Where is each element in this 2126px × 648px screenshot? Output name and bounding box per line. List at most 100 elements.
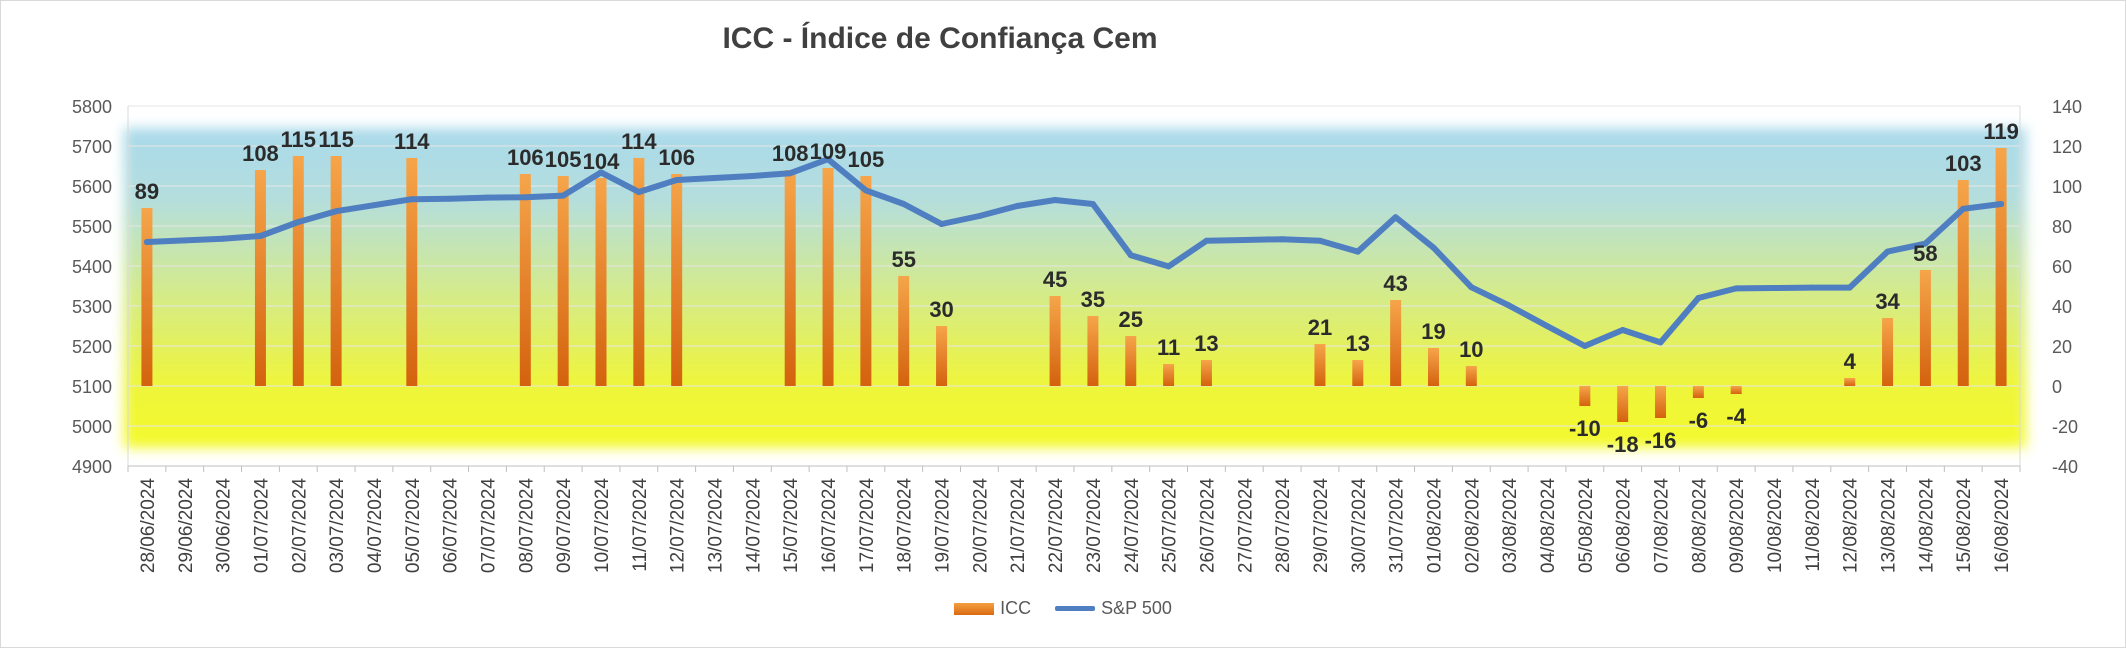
sp500-point [408,196,415,203]
x-tick-label: 03/08/2024 [1500,478,1521,574]
icc-data-label: 106 [507,145,544,170]
x-tick-label: 17/07/2024 [857,478,878,574]
x-tick-label: 14/08/2024 [1916,478,1937,574]
icc-data-label: 13 [1346,331,1370,356]
icc-data-label: 114 [621,129,657,154]
x-tick-label: 31/07/2024 [1387,478,1408,574]
icc-data-label: 21 [1308,315,1332,340]
y-left-tick-label: 5000 [72,417,112,437]
x-tick-label: 10/08/2024 [1765,478,1786,574]
y-right-tick-label: 0 [2052,377,2062,397]
icc-bar [822,168,834,386]
y-left-tick-label: 5700 [72,137,112,157]
icc-bar [1049,296,1061,386]
x-tick-label: 01/08/2024 [1424,478,1445,574]
icc-data-label: -18 [1607,432,1639,457]
sp500-point [219,235,226,242]
icc-bar [1163,364,1175,386]
y-right-tick-label: 20 [2052,337,2072,357]
sp500-point [1392,214,1399,221]
icc-bar [1995,148,2007,386]
y-right-tick-label: 80 [2052,217,2072,237]
icc-data-label: 11 [1157,335,1180,360]
sp500-point [938,221,945,227]
sp500-point [1014,203,1021,209]
icc-bar [1465,366,1477,386]
sp500-point [1127,252,1134,259]
icc-bar [1919,270,1931,386]
sp500-point [1960,205,1967,212]
sp500-point [1657,339,1664,346]
sp500-point [749,173,756,179]
x-tick-label: 15/07/2024 [781,478,802,574]
y-right-tick-label: 100 [2052,177,2082,197]
icc-data-label: 108 [772,141,809,166]
x-tick-label: 30/07/2024 [1349,478,1370,574]
icc-data-label: 19 [1421,319,1445,344]
icc-data-label: 10 [1459,337,1483,362]
legend-swatch-line [1055,606,1096,611]
sp500-point [1544,323,1550,329]
icc-data-label: 13 [1194,331,1218,356]
icc-bar [1390,300,1402,386]
x-tick-label: 15/08/2024 [1954,478,1975,574]
y-left-tick-label: 5100 [72,377,112,397]
sp500-point [1922,240,1929,247]
y-left-tick-label: 5500 [72,217,112,237]
icc-bar [633,158,645,386]
sp500-point [635,189,642,195]
legend-label-icc: ICC [1000,598,1032,618]
y-right-tick-label: 140 [2052,97,2082,117]
sp500-point [522,194,529,201]
x-tick-label: 23/07/2024 [1084,478,1105,574]
x-tick-label: 13/07/2024 [706,478,727,574]
x-tick-label: 12/08/2024 [1841,478,1862,574]
icc-bar [898,276,910,386]
x-tick-label: 30/06/2024 [214,478,235,574]
y-right-tick-label: -40 [2052,457,2078,477]
icc-data-label: -6 [1689,408,1709,433]
x-tick-label: 03/07/2024 [327,478,348,574]
sp500-point [295,219,302,225]
y-left-tick-label: 5200 [72,337,112,357]
sp500-point [257,233,264,239]
sp500-point [673,177,680,183]
y-left-tick-label: 5600 [72,177,112,197]
icc-data-label: 109 [810,139,847,164]
icc-data-label: -4 [1726,404,1746,429]
icc-data-label: 45 [1043,267,1067,292]
icc-data-label: 34 [1875,289,1900,314]
chart-title: ICC - Índice de Confiança Cem [722,22,1158,55]
sp500-point [1581,343,1588,349]
sp500-point [1846,284,1853,291]
icc-data-label: 105 [848,147,885,172]
x-tick-label: 14/07/2024 [743,478,764,574]
sp500-point [1354,248,1361,255]
x-tick-label: 08/07/2024 [516,478,537,574]
x-tick-label: 08/08/2024 [1689,478,1710,574]
icc-data-label: 108 [242,141,279,166]
icc-bar [1957,180,1969,386]
sp500-point [1506,302,1513,309]
icc-data-label: 43 [1383,271,1407,296]
sp500-point [1998,201,2005,207]
sp500-point [1279,236,1286,243]
icc-bar [784,170,796,386]
sp500-point [1733,285,1740,292]
x-tick-label: 24/07/2024 [1122,478,1143,574]
x-tick-label: 26/07/2024 [1197,478,1218,574]
icc-bar [1352,360,1364,386]
x-tick-label: 07/07/2024 [478,478,499,574]
icc-data-label: 106 [658,145,695,170]
icc-bar [1617,386,1629,422]
sp500-point [333,208,340,215]
icc-data-label: 58 [1913,241,1937,266]
icc-data-label: 35 [1081,287,1105,312]
icc-data-label: 115 [281,127,317,152]
icc-bar [1844,378,1856,386]
sp500-point [181,237,188,244]
icc-bar [671,174,683,386]
x-tick-label: 21/07/2024 [1008,478,1029,574]
y-left-tick-label: 5800 [72,97,112,117]
